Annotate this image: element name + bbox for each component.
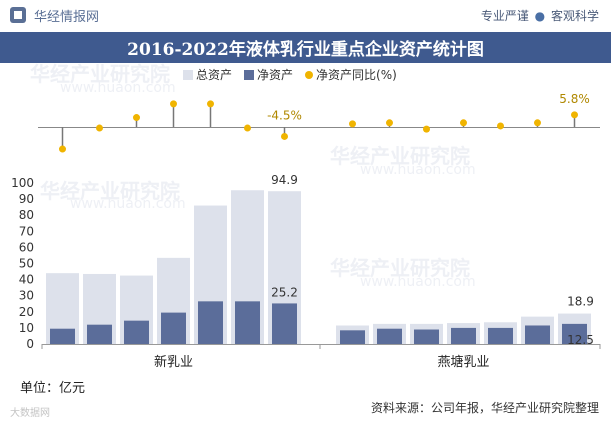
legend-net: 净资产 <box>244 66 293 83</box>
y-tick-label: 30 <box>19 289 34 303</box>
bar-net <box>525 325 550 344</box>
data-label-total: 18.9 <box>567 295 594 309</box>
y-tick-label: 100 <box>11 176 34 190</box>
ratio-point <box>497 122 504 130</box>
y-tick-label: 70 <box>19 224 34 238</box>
y-tick-label: 90 <box>19 192 34 206</box>
watermark-url: www.huaon.com <box>60 80 176 96</box>
legend-net-label: 净资产 <box>257 68 294 82</box>
title-bar: 2016-2022年液体乳行业重点企业资产统计图 <box>0 32 611 63</box>
y-tick-label: 80 <box>19 208 34 222</box>
brand-logo-icon <box>10 7 26 23</box>
data-label-net: 12.5 <box>567 333 594 347</box>
ratio-point <box>349 120 356 128</box>
bar-net <box>50 328 75 344</box>
chart-legend: 总资产 净资产 净资产同比(%) <box>183 66 409 83</box>
ratio-point <box>207 100 214 108</box>
legend-total-label: 总资产 <box>196 68 233 82</box>
legend-total: 总资产 <box>183 66 232 83</box>
unit-label: 单位：亿元 <box>20 381 86 396</box>
legend-ratio-swatch <box>305 70 314 79</box>
slogan-left: 专业严谨 <box>480 9 529 23</box>
legend-ratio: 净资产同比(%) <box>305 66 397 83</box>
bar-net <box>198 301 223 344</box>
x-category-label: 燕塘乳业 <box>437 354 489 370</box>
chart-title: 2016-2022年液体乳行业重点企业资产统计图 <box>127 40 484 60</box>
watermark-brand: 华经产业研究院 <box>330 256 470 280</box>
bar-net <box>124 320 149 344</box>
bar-net <box>272 303 297 344</box>
legend-ratio-label: 净资产同比(%) <box>316 68 397 82</box>
slogan-right: 客观科学 <box>550 9 599 23</box>
ratio-point <box>59 145 66 153</box>
data-label-net: 25.2 <box>271 285 298 299</box>
ratio-point <box>460 119 467 127</box>
bar-net <box>488 327 513 344</box>
ratio-point <box>386 119 393 127</box>
legend-net-swatch <box>244 69 255 80</box>
ratio-point <box>571 111 578 119</box>
y-tick-label: 50 <box>19 257 34 271</box>
watermark-brand: 华经产业研究院 <box>40 179 180 203</box>
y-tick-label: 60 <box>19 240 34 254</box>
watermark-brand: 华经产业研究院 <box>330 144 470 168</box>
ratio-point <box>96 124 103 132</box>
bar-net <box>562 323 587 344</box>
watermark-brand: 华经产业研究院 <box>30 62 170 86</box>
ratio-point <box>534 119 541 127</box>
y-tick-label: 0 <box>26 337 34 351</box>
source-note: 资料来源：公司年报，华经产业研究院整理 <box>370 401 599 415</box>
top-header: 华经情报网 专业严谨 ● 客观科学 <box>0 0 611 30</box>
watermark-url: www.huaon.com <box>360 162 476 178</box>
bar-net <box>340 330 365 344</box>
bar-net <box>87 324 112 344</box>
watermark-url: www.huaon.com <box>360 274 476 290</box>
watermark-url: www.huaon.com <box>70 196 186 212</box>
ratio-point <box>244 124 251 132</box>
y-tick-label: 10 <box>19 321 34 335</box>
slogan-dot-icon: ● <box>534 9 546 23</box>
bar-net <box>414 329 439 344</box>
y-tick-label: 20 <box>19 305 34 319</box>
bar-net <box>235 301 260 344</box>
legend-total-swatch <box>183 69 193 80</box>
ratio-point <box>133 114 140 122</box>
slogan: 专业严谨 ● 客观科学 <box>481 7 599 24</box>
ratio-data-label: -4.5% <box>267 108 302 122</box>
ratio-point <box>423 125 430 133</box>
y-tick-label: 40 <box>19 273 34 287</box>
footer-logo: 大数据网 <box>10 408 50 419</box>
brand-name[interactable]: 华经情报网 <box>34 10 100 25</box>
ratio-data-label: 5.8% <box>559 92 590 106</box>
x-category-label: 新乳业 <box>154 354 193 370</box>
bar-net <box>377 328 402 344</box>
data-label-total: 94.9 <box>271 173 298 187</box>
ratio-point <box>170 100 177 108</box>
bar-net <box>451 327 476 344</box>
bar-net <box>161 312 186 344</box>
ratio-point <box>281 132 288 140</box>
